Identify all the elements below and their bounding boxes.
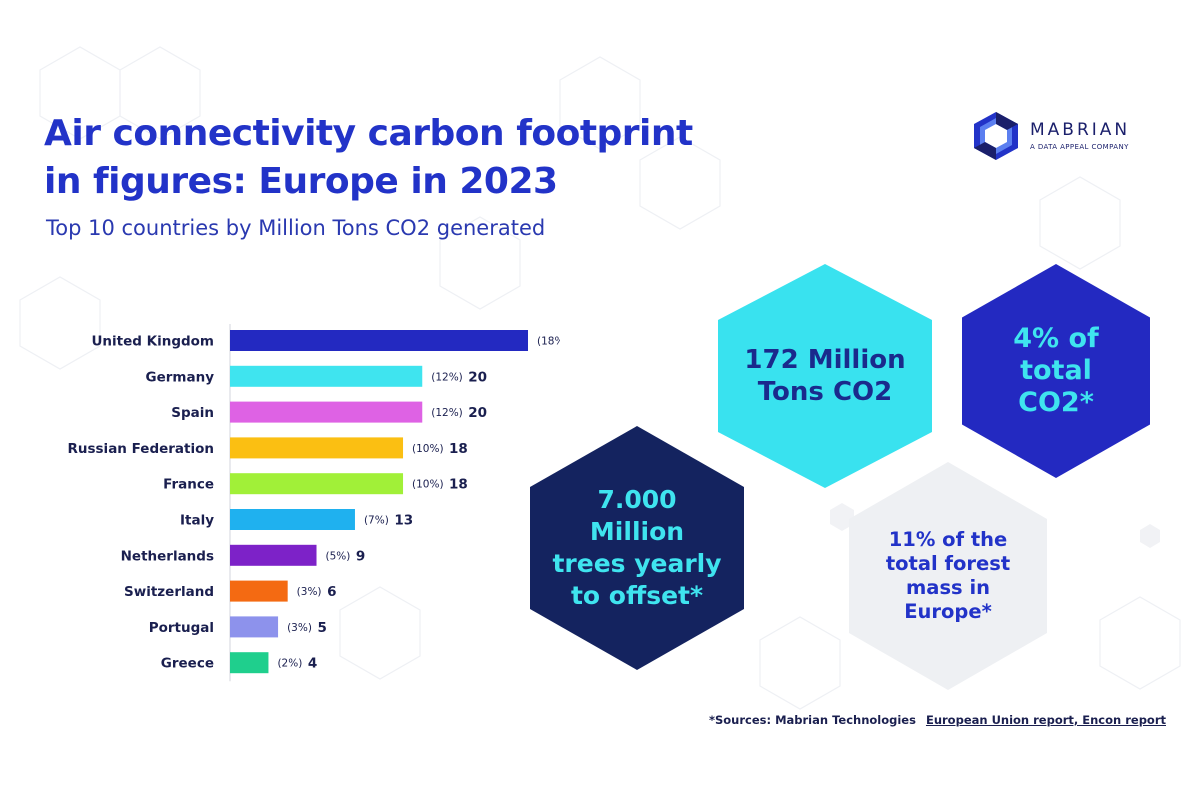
value-label-italy: 13 (394, 513, 413, 529)
sources-label: *Sources: Mabrian Technologies (708, 713, 916, 727)
category-label-united-kingdom: United Kingdom (91, 334, 214, 350)
forest-mass-hexagon: 11% of the total forest mass in Europe* (849, 462, 1047, 690)
category-label-germany: Germany (146, 369, 215, 385)
percent-label-spain: (12%) (431, 407, 463, 419)
value-label-spain: 20 (468, 405, 487, 421)
chart-subtitle: Top 10 countries by Million Tons CO2 gen… (46, 216, 546, 240)
title-line-2: in figures: Europe in 2023 (44, 161, 558, 202)
bar-switzerland (230, 580, 288, 602)
hexagon-logo-icon (974, 112, 1018, 160)
value-label-russian-federation: 18 (449, 441, 468, 457)
percent-label-greece: (2%) (277, 658, 302, 670)
trees-offset-hexagon: 7.000 Million trees yearly to offset* (530, 426, 744, 670)
percent-label-portugal: (3%) (287, 622, 312, 634)
forest-mass-text: 11% of the total forest mass in Europe* (885, 528, 1011, 623)
value-label-netherlands: 9 (356, 548, 365, 564)
logo-tagline: A DATA APPEAL COMPANY (1030, 143, 1129, 151)
percent-label-switzerland: (3%) (297, 586, 322, 598)
total-tons-hexagon: 172 Million Tons CO2 (718, 264, 932, 488)
bar-greece (230, 652, 269, 674)
bar-chart: United Kingdom(18%)31Germany(12%)20Spain… (67, 324, 560, 682)
sources-link[interactable]: European Union report, Encon report (925, 713, 1166, 727)
category-label-spain: Spain (171, 405, 214, 421)
bar-italy (230, 509, 355, 530)
bar-netherlands (230, 544, 317, 566)
title-line-1: Air connectivity carbon footprint (44, 113, 693, 154)
category-label-italy: Italy (180, 513, 214, 529)
category-label-portugal: Portugal (149, 620, 214, 636)
bar-russian-federation (230, 437, 404, 459)
percent-label-italy: (7%) (364, 515, 389, 527)
trees-offset-text: 7.000 Million trees yearly to offset* (552, 485, 722, 610)
value-label-portugal: 5 (317, 620, 326, 636)
category-label-greece: Greece (161, 656, 214, 672)
total-tons-text: 172 Million Tons CO2 (744, 345, 906, 407)
percent-label-netherlands: (5%) (326, 550, 351, 562)
category-label-russian-federation: Russian Federation (67, 441, 214, 457)
sources-footnote: *Sources: Mabrian Technologies European … (709, 713, 1166, 727)
bar-united-kingdom (230, 330, 528, 351)
bar-spain (230, 401, 423, 423)
category-label-france: France (163, 477, 214, 493)
bar-portugal (230, 616, 279, 638)
value-label-germany: 20 (468, 369, 487, 385)
bar-germany (230, 365, 423, 387)
logo-wordmark: MABRIAN (1030, 120, 1131, 140)
bar-france (230, 473, 404, 495)
value-label-greece: 4 (308, 656, 317, 672)
value-label-france: 18 (449, 477, 468, 493)
percent-label-united-kingdom: (18%) (537, 336, 560, 348)
category-label-netherlands: Netherlands (121, 548, 214, 564)
value-label-switzerland: 6 (327, 584, 336, 600)
share-of-co2-text: 4% of total CO2* (1013, 323, 1099, 418)
category-label-switzerland: Switzerland (124, 584, 214, 600)
mabrian-logo: MABRIAN A DATA APPEAL COMPANY (972, 110, 1162, 160)
percent-label-france: (10%) (412, 479, 444, 491)
percent-label-russian-federation: (10%) (412, 443, 444, 455)
percent-label-germany: (12%) (431, 371, 463, 383)
page-title: Air connectivity carbon footprint in fig… (44, 110, 693, 206)
